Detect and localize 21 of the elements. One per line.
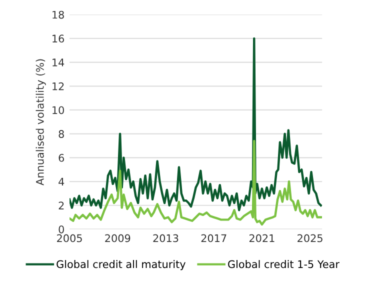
y-tick-label: 10 [52,106,64,114]
y-tick-label: 2 [58,202,64,210]
line-series [70,140,322,226]
x-tick-label: 2025 [298,234,322,242]
legend-label: Global credit 1-5 Year [228,260,340,268]
line-series [70,37,322,212]
y-tick-label: 12 [52,82,64,90]
y-tick-label: 4 [58,178,64,186]
x-tick-label: 2017 [201,234,226,242]
y-tick-label: 16 [52,34,64,43]
y-tick-label: 6 [58,154,64,162]
y-tick-label: 18 [52,10,64,19]
y-tick-label: 8 [58,130,64,138]
x-tick-label: 2005 [57,234,82,242]
x-tick-label: 2013 [153,234,178,242]
legend-label: Global credit all maturity [56,260,186,270]
y-axis-title: Annualised volatility (%) [36,59,46,186]
y-tick-label: 0 [58,225,64,234]
x-tick-label: 2009 [105,234,130,242]
x-tick-label: 2021 [249,234,274,242]
y-tick-label: 14 [52,58,64,66]
